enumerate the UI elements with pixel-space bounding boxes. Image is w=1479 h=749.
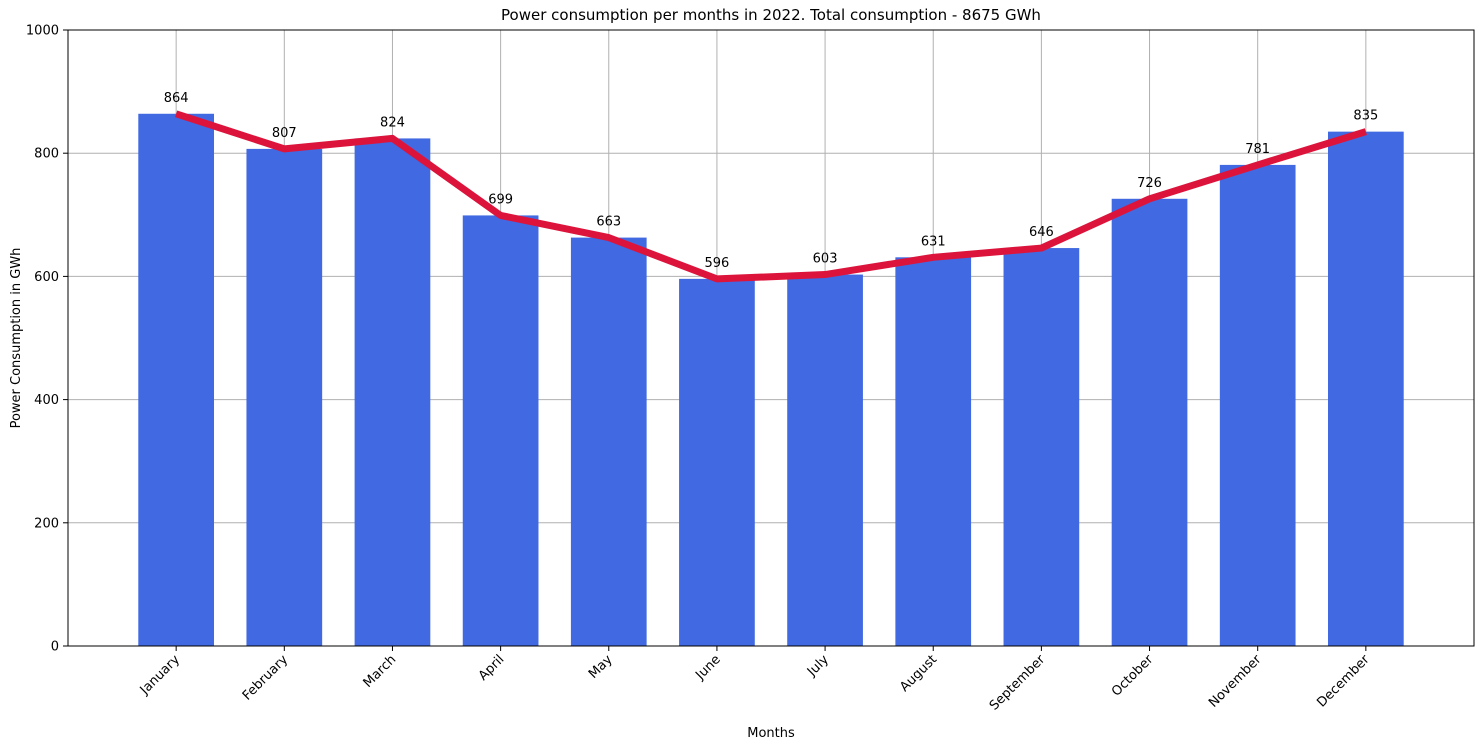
x-tick-label: February xyxy=(240,652,292,704)
data-label: 807 xyxy=(272,126,297,141)
bar-february xyxy=(246,148,323,646)
data-label: 699 xyxy=(488,192,513,207)
bar-january xyxy=(138,113,215,646)
x-tick-label: January xyxy=(137,652,183,698)
data-label: 726 xyxy=(1137,176,1162,191)
y-tick-label: 0 xyxy=(51,640,59,655)
data-label: 835 xyxy=(1353,109,1378,124)
data-label: 596 xyxy=(705,256,730,271)
x-tick-label: May xyxy=(586,652,616,682)
consumption-line xyxy=(175,110,1367,283)
x-tick-label: March xyxy=(361,652,400,691)
y-tick-label: 800 xyxy=(34,147,59,162)
bar-december xyxy=(1327,131,1404,646)
x-tick-label: July xyxy=(804,652,832,680)
data-label: 646 xyxy=(1029,225,1054,240)
x-tick-label: June xyxy=(692,652,723,683)
x-tick-label: October xyxy=(1109,652,1157,700)
bar-june xyxy=(679,278,755,646)
y-tick-label: 200 xyxy=(34,516,59,531)
data-label: 824 xyxy=(380,115,405,130)
data-label: 663 xyxy=(596,215,621,230)
x-axis-label: Months xyxy=(747,726,795,741)
x-tick-label: September xyxy=(987,652,1049,714)
bar-april xyxy=(462,215,539,646)
bar-september xyxy=(1003,248,1080,646)
chart-title: Power consumption per months in 2022. To… xyxy=(501,6,1041,24)
data-label: 631 xyxy=(921,234,946,249)
x-tick-label: December xyxy=(1314,652,1373,711)
bar-august xyxy=(895,257,972,646)
bar-october xyxy=(1111,198,1188,646)
x-tick-label: August xyxy=(897,652,940,695)
x-tick-label: November xyxy=(1206,652,1265,711)
y-tick-label: 600 xyxy=(34,270,59,285)
data-label: 781 xyxy=(1245,142,1270,157)
y-tick-label: 400 xyxy=(34,393,59,408)
bar-may xyxy=(570,237,647,647)
plot-frame xyxy=(67,29,1475,647)
x-tick-label: April xyxy=(476,652,508,684)
bar-november xyxy=(1219,164,1296,647)
bar-layer xyxy=(138,113,1404,647)
line-layer xyxy=(175,110,1367,283)
y-tick-label: 1000 xyxy=(26,24,59,39)
bar-july xyxy=(787,274,863,646)
y-axis-label: Power Consumption in GWh xyxy=(9,248,24,429)
data-label: 864 xyxy=(164,91,189,106)
bar-march xyxy=(354,138,431,646)
data-label-layer: 864 807 824 699 663 596 603 631 646 726 781 835 xyxy=(164,91,1379,271)
data-label: 603 xyxy=(813,252,838,267)
